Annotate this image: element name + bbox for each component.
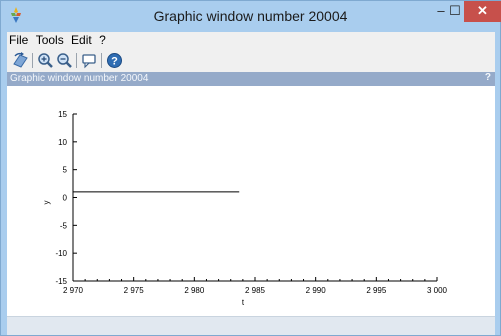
menu-tools[interactable]: Tools — [35, 33, 64, 47]
menu-help[interactable]: ? — [99, 33, 106, 47]
y-tick-label: 10 — [58, 138, 67, 147]
x-tick-label: 2 975 — [124, 286, 145, 295]
x-tick-label: 2 995 — [366, 286, 387, 295]
x-tick-label: 3 000 — [427, 286, 448, 295]
menu-edit[interactable]: Edit — [71, 33, 92, 47]
x-tick-label: 2 990 — [306, 286, 327, 295]
panel-header: Graphic window number 20004 ? — [7, 72, 495, 86]
y-axis-label: y — [42, 201, 51, 205]
status-bar — [7, 316, 495, 335]
scilab-app-icon — [11, 7, 21, 23]
y-tick-label: -5 — [60, 221, 68, 230]
plot-area: 2 970 2 975 2 980 2 985 2 990 2 995 3 000 15 10 5… — [42, 110, 448, 307]
y-tick-label: 15 — [58, 110, 67, 119]
toolbar: ? — [7, 49, 495, 72]
rotate-icon[interactable] — [12, 52, 29, 69]
plot-canvas[interactable]: 2 970 2 975 2 980 2 985 2 990 2 995 3 000 15 10 5… — [7, 86, 495, 316]
maximize-button[interactable]: ☐ — [449, 3, 461, 18]
y-tick-label: -15 — [55, 277, 67, 286]
toolbar-separator — [76, 53, 77, 68]
zoom-out-icon[interactable] — [56, 52, 73, 69]
minimize-button[interactable]: – — [437, 3, 445, 18]
datatip-icon[interactable] — [81, 52, 98, 69]
x-tick-label: 2 985 — [245, 286, 266, 295]
svg-text:?: ? — [111, 56, 118, 68]
help-icon[interactable]: ? — [106, 52, 123, 69]
zoom-in-icon[interactable] — [37, 52, 54, 69]
panel-title: Graphic window number 20004 — [10, 73, 149, 84]
toolbar-separator — [32, 53, 33, 68]
panel-help-button[interactable]: ? — [484, 72, 491, 83]
menu-bar: File Tools Edit ? — [7, 32, 495, 49]
window-title: Graphic window number 20004 — [153, 8, 348, 24]
y-tick-label: 0 — [63, 194, 68, 203]
menu-file[interactable]: File — [9, 33, 29, 47]
close-button[interactable]: ✕ — [464, 1, 501, 22]
title-bar[interactable]: Graphic window number 20004 – ☐ ✕ — [1, 1, 501, 31]
x-tick-label: 2 980 — [184, 286, 205, 295]
x-axis-label: t — [242, 298, 245, 307]
y-tick-label: 5 — [63, 166, 68, 175]
y-tick-label: -10 — [55, 249, 67, 258]
x-tick-label: 2 970 — [63, 286, 84, 295]
toolbar-separator — [101, 53, 102, 68]
